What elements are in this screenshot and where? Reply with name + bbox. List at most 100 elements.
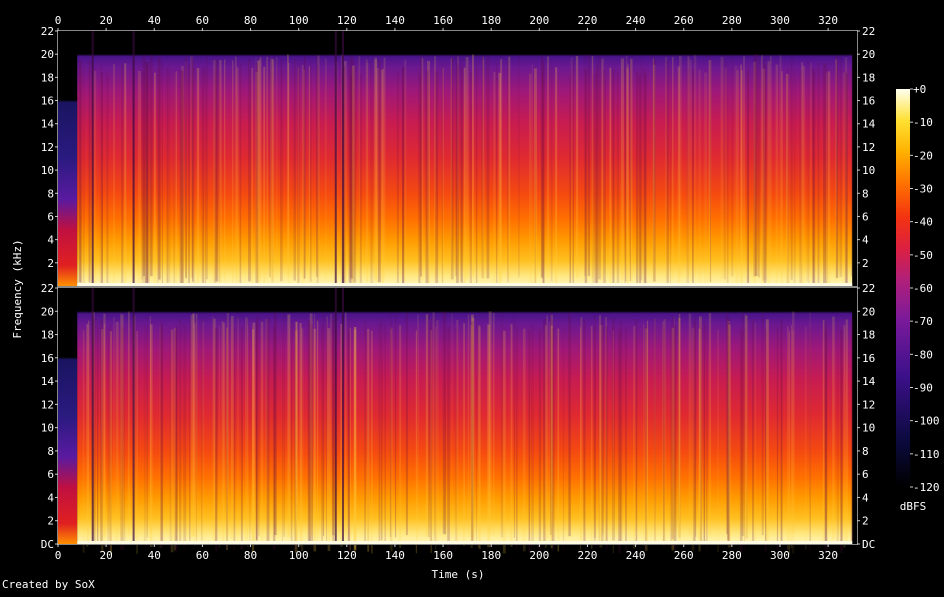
y-tick-label-right: 16 <box>862 95 875 108</box>
streak <box>435 71 439 294</box>
streak <box>612 68 615 291</box>
colorbar-tick-label: +0 <box>913 83 926 96</box>
y-tick-label-left: DC <box>41 538 54 551</box>
streak <box>454 54 457 277</box>
streak <box>204 66 206 289</box>
streak <box>758 55 760 278</box>
streak <box>371 330 373 554</box>
streak <box>101 329 104 552</box>
streak <box>343 61 347 283</box>
streak <box>395 314 397 538</box>
streak <box>515 326 518 549</box>
streak <box>678 313 681 537</box>
streak <box>654 318 656 542</box>
streak <box>442 67 444 290</box>
y-tick-label-left: 22 <box>41 282 54 295</box>
streak <box>323 313 325 537</box>
streak <box>269 55 271 278</box>
streak <box>359 73 362 296</box>
streak <box>802 65 805 288</box>
streak <box>287 54 289 277</box>
streak <box>402 65 405 288</box>
streak <box>781 321 783 544</box>
streak <box>144 61 148 284</box>
streak <box>542 61 545 284</box>
streak <box>364 321 366 545</box>
streak <box>295 321 297 545</box>
colorbar-tick-label: -60 <box>913 282 933 295</box>
streak <box>471 317 475 541</box>
streak <box>251 68 253 290</box>
streak <box>358 55 361 278</box>
streak <box>376 68 380 290</box>
streak <box>418 73 421 296</box>
streak <box>121 64 124 286</box>
streak <box>790 325 793 548</box>
streak <box>226 327 228 551</box>
streak <box>124 63 127 286</box>
y-tick-label-left: 2 <box>47 515 54 528</box>
streak <box>435 326 437 550</box>
streak <box>255 57 257 280</box>
streak <box>122 326 126 550</box>
streak <box>825 62 828 285</box>
streak <box>221 321 224 545</box>
streak <box>456 63 459 286</box>
streak <box>472 54 474 277</box>
streak <box>447 326 450 550</box>
streak <box>427 60 430 283</box>
streak <box>839 55 843 278</box>
x-tick-label-bottom: 40 <box>148 549 161 562</box>
streak <box>226 325 229 549</box>
streak <box>78 60 82 283</box>
streak <box>374 57 377 280</box>
streak <box>500 314 504 538</box>
streak <box>792 331 795 554</box>
credit-text: Created by SoX <box>2 578 95 591</box>
streak <box>591 326 593 549</box>
streak <box>263 66 266 289</box>
streak <box>765 319 769 542</box>
streak <box>626 66 629 289</box>
colorbar-tick-label: -70 <box>913 315 933 328</box>
streak <box>110 331 112 554</box>
streak <box>195 319 197 542</box>
streak <box>540 55 544 278</box>
streak <box>538 329 542 552</box>
streak <box>835 59 837 281</box>
streak <box>257 60 261 283</box>
x-tick-label-top: 120 <box>337 14 357 27</box>
streak <box>347 318 351 542</box>
streak <box>265 319 268 542</box>
streak <box>396 70 399 293</box>
y-tick-label-left: 18 <box>41 329 54 342</box>
streak <box>477 324 481 548</box>
streak <box>115 321 119 545</box>
streak <box>698 328 701 552</box>
streak <box>643 69 646 292</box>
streak <box>233 326 236 550</box>
streak <box>332 320 334 543</box>
streak <box>603 70 606 293</box>
streak <box>745 315 748 539</box>
streak <box>88 60 91 283</box>
streak <box>353 67 357 290</box>
colorbar-tick-label: -120 <box>913 481 940 494</box>
streak <box>259 57 262 280</box>
streak <box>471 321 474 544</box>
streak <box>625 55 628 278</box>
x-tick-label-bottom: 80 <box>244 549 257 562</box>
streak <box>252 329 255 552</box>
streak <box>844 57 848 280</box>
streak <box>158 57 161 280</box>
streak <box>550 59 553 282</box>
streak <box>584 54 586 277</box>
streak <box>350 57 354 280</box>
panel-frame <box>57 287 858 545</box>
streak <box>528 73 532 296</box>
streak <box>663 324 665 547</box>
streak <box>249 325 251 549</box>
streak <box>626 68 629 291</box>
streak <box>257 60 259 283</box>
intro-region <box>58 288 78 544</box>
